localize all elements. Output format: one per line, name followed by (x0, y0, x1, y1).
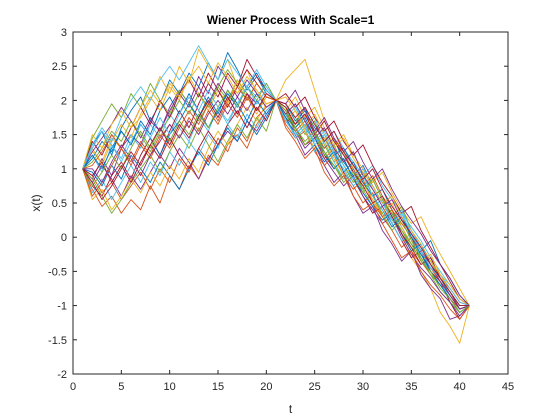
plot-area (73, 32, 508, 374)
y-axis-label: x(t) (29, 194, 43, 211)
y-tick-label: -1 (57, 301, 67, 313)
x-tick-label: 35 (405, 381, 417, 393)
x-tick-label: 0 (70, 381, 76, 393)
series-line-28 (82, 93, 470, 307)
y-tick-label: 1 (61, 164, 67, 176)
x-tick-label: 15 (212, 381, 224, 393)
x-axis-label: t (289, 402, 293, 416)
y-tick-label: -0.5 (48, 266, 67, 278)
x-tick-label: 45 (502, 381, 514, 393)
tick-layer: 0 5 10 15 20 25 30 35 40 45 -2 -1.5 -1 -0.5 0 0.5 1 1.5 2 2… (48, 27, 514, 393)
y-tick-label: 2 (61, 95, 67, 107)
chart-title: Wiener Process With Scale=1 (207, 13, 375, 27)
y-tick-label: 1.5 (52, 130, 67, 142)
y-tick-label: -2 (57, 369, 67, 381)
x-tick-label: 5 (118, 381, 124, 393)
y-tick-label: 0.5 (52, 198, 67, 210)
x-tick-label: 40 (454, 381, 466, 393)
y-tick-label: 3 (61, 27, 67, 39)
y-tick-label: 2.5 (52, 61, 67, 73)
x-tick-label: 30 (357, 381, 369, 393)
y-tick-label: -1.5 (48, 335, 67, 347)
series-layer (82, 45, 470, 344)
x-tick-label: 20 (260, 381, 272, 393)
x-tick-label: 25 (309, 381, 321, 393)
x-tick-label: 10 (164, 381, 176, 393)
y-tick-label: 0 (61, 232, 67, 244)
